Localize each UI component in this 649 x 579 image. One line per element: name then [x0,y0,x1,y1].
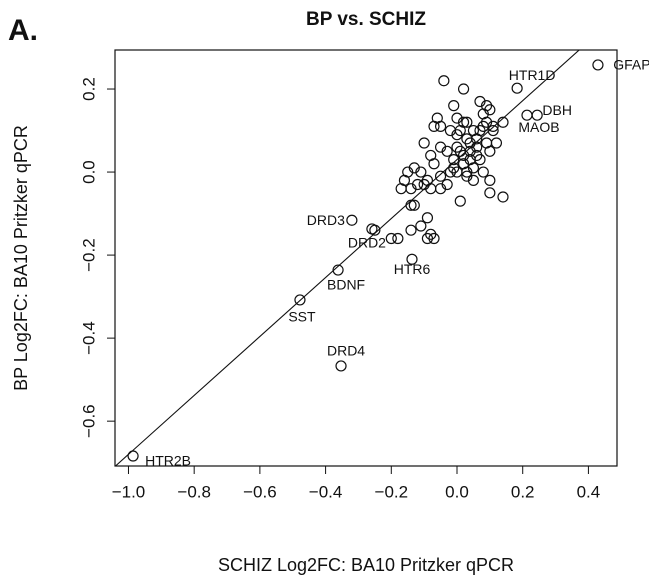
point [385,232,397,245]
point-label: HTR2B [145,453,191,469]
y-tick-label: −0.2 [79,238,98,272]
point-label: GFAP [613,57,649,73]
point [461,116,473,128]
point [428,120,440,132]
point [464,137,476,149]
point [405,224,417,236]
point [448,100,460,112]
point [467,174,480,186]
point [421,232,434,245]
labeled-point [346,214,358,226]
point [477,108,489,120]
point-label: DRD4 [327,343,365,359]
y-tick-label: −0.4 [79,321,98,355]
point [448,162,460,174]
labeled-point [335,360,347,372]
point [487,124,499,137]
x-tick-label: −0.8 [177,482,211,501]
point [490,137,503,149]
point [438,75,450,87]
point [461,166,473,178]
labeled-point [406,253,418,265]
point [428,158,440,170]
point [454,124,466,137]
point-label: DRD3 [307,212,345,228]
point [395,183,407,195]
plot-area [115,50,580,466]
x-tick-label: 0.2 [511,482,535,501]
point [454,195,466,207]
point [408,199,420,211]
point-label: HTR1D [509,67,556,83]
y-axis-label: BP Log2FC: BA10 Pritzker qPCR [11,125,31,391]
point [477,166,489,178]
labeled-point [511,82,523,94]
point [448,154,460,166]
point [484,145,496,157]
point-label: MAOB [518,119,559,135]
point [418,178,430,191]
y-tick-label: 0.2 [79,77,98,101]
point [484,174,496,186]
point [405,199,417,211]
x-tick-label: −0.6 [243,482,277,501]
panel-label: A. [8,14,38,47]
point-label: HTR6 [394,261,431,277]
labeled-point [366,223,378,235]
point [441,145,453,157]
point [474,154,486,166]
x-tick-label: 0.4 [577,482,601,501]
point [497,191,509,203]
point [457,149,470,162]
point-label: SST [288,309,316,325]
point [497,116,509,128]
labeled-point [294,294,306,306]
labeled-point [521,109,533,121]
chart-title: BP vs. SCHIZ [306,9,426,30]
labeled-point [592,59,604,71]
point [434,170,447,182]
x-tick-label: −0.2 [375,482,409,501]
plot-box [114,49,618,467]
point [441,178,453,191]
labeled-point [127,450,139,462]
point-label: DBH [542,102,572,118]
point [418,137,430,149]
point-label: BDNF [327,277,365,293]
point [434,120,447,132]
point [484,187,496,199]
point [457,83,470,95]
regression-line [115,50,580,466]
x-axis-label: SCHIZ Log2FC: BA10 Pritzker qPCR [218,555,514,575]
y-tick-label: 0.0 [79,160,98,184]
point-label: DRD2 [348,235,386,251]
point [428,232,440,245]
x-tick-label: −1.0 [112,482,146,501]
y-tick-label: −0.6 [79,404,98,438]
point [487,120,499,132]
point [415,220,427,232]
point [421,212,434,224]
labeled-point [332,264,344,276]
x-tick-label: −0.4 [309,482,343,501]
point [392,232,404,245]
x-tick-label: 0.0 [445,482,469,501]
